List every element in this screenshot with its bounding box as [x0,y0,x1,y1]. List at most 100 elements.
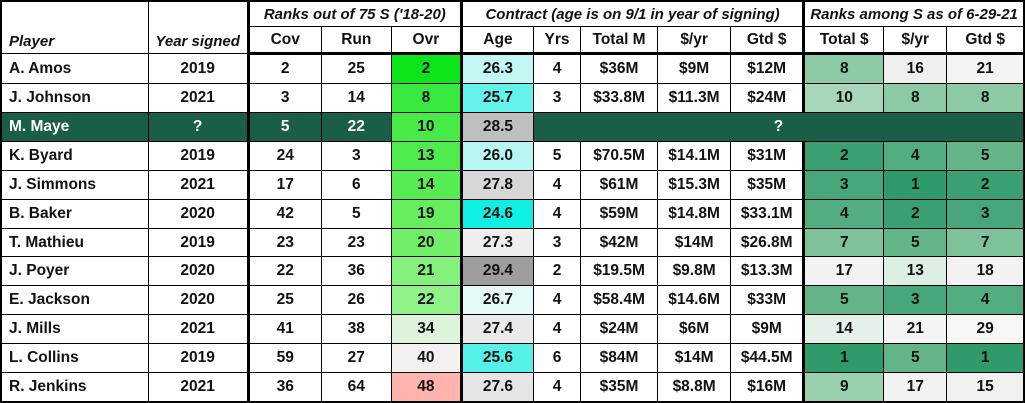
cell-run-rank: 5 [320,198,392,229]
cell-per-yr: $14.1M [657,141,732,171]
cell-rank-gtd: 2 [946,169,1025,200]
cell-total-m: $24M [580,314,659,344]
cell-age: 27.8 [459,169,534,200]
cell-yrs: 6 [532,342,582,373]
cell-cov-rank: 41 [246,314,322,344]
cell-cov-rank: 2 [246,52,322,85]
cell-player: A. Amos [0,52,149,85]
cell-year-signed: 2019 [147,342,249,373]
cell-run-rank: 3 [320,141,392,171]
cell-gtd: $35M [730,169,805,200]
header-player: Player [0,0,149,54]
cell-gtd: $9M [730,314,805,344]
table-row: B. Baker 2020 42 5 19 24.6 4 $59M $14.8M $33.1M 4 2… [0,198,1025,229]
header-run: Run [320,26,392,55]
cell-per-yr: $9M [657,52,732,85]
cell-run-rank: 6 [320,169,392,200]
cell-per-yr: $14M [657,227,732,258]
cell-per-yr: $14.8M [657,198,732,229]
cell-yrs: 4 [532,169,582,200]
cell-cov-rank: 5 [246,112,322,143]
cell-gtd: $44.5M [730,342,805,373]
cell-rank-total: 4 [802,198,885,229]
table-row: A. Amos 2019 2 25 2 26.3 4 $36M $9M $12M 8 16 21 [0,52,1025,85]
cell-cov-rank: 25 [246,285,322,316]
table-row: L. Collins 2019 59 27 40 25.6 6 $84M $14M $44.5M 1… [0,342,1025,373]
cell-rank-total: 2 [802,141,885,171]
cell-rank-gtd: 4 [946,285,1025,316]
cell-rank-gtd: 18 [946,256,1025,287]
header-total-m: Total M [580,26,659,55]
cell-ovr-rank: 19 [390,198,462,229]
cell-yrs: 5 [532,141,582,171]
cell-rank-total: 7 [802,227,885,258]
cell-total-m: $59M [580,198,659,229]
cell-age: 29.4 [459,256,534,287]
cell-per-yr: $15.3M [657,169,732,200]
cell-per-yr: $14.6M [657,285,732,316]
cell-age: 25.7 [459,83,534,114]
cell-rank-total: 8 [802,52,885,85]
cell-player: J. Johnson [0,83,149,114]
cell-per-yr: $11.3M [657,83,732,114]
cell-total-m: $70.5M [580,141,659,171]
cell-run-rank: 36 [320,256,392,287]
cell-year-signed: 2019 [147,141,249,171]
header-rank-gtd: Gtd $ [946,26,1025,55]
cell-cov-rank: 24 [246,141,322,171]
cell-rank-per-yr: 17 [883,371,948,403]
cell-gtd: $12M [730,52,805,85]
cell-ovr-rank: 10 [390,112,462,143]
cell-run-rank: 26 [320,285,392,316]
header-ovr: Ovr [390,26,462,55]
cell-player: E. Jackson [0,285,149,316]
cell-gtd: $16M [730,371,805,403]
table-row: K. Byard 2019 24 3 13 26.0 5 $70.5M $14.1M $31M 2 4… [0,141,1025,171]
cell-age: 27.6 [459,371,534,403]
cell-run-rank: 64 [320,371,392,403]
cell-ovr-rank: 40 [390,342,462,373]
cell-player: J. Simmons [0,169,149,200]
group-header-contract: Contract (age is on 9/1 in year of signi… [459,0,805,27]
cell-total-m: $58.4M [580,285,659,316]
cell-cov-rank: 17 [246,169,322,200]
cell-age: 26.3 [459,52,534,85]
table-body: A. Amos 2019 2 25 2 26.3 4 $36M $9M $12M 8 16 21 J. J… [0,52,1025,403]
cell-rank-per-yr: 21 [883,314,948,344]
table-row: J. Simmons 2021 17 6 14 27.8 4 $61M $15.3M $35M 3 1… [0,169,1025,200]
group-header-ranks-18-20: Ranks out of 75 S ('18-20) [246,0,462,27]
cell-cov-rank: 59 [246,342,322,373]
cell-gtd: $26.8M [730,227,805,258]
cell-player: M. Maye [0,112,149,143]
cell-ovr-rank: 22 [390,285,462,316]
cell-rank-per-yr: 3 [883,285,948,316]
header-cov: Cov [246,26,322,55]
cell-age: 25.6 [459,342,534,373]
header-yrs: Yrs [532,26,582,55]
cell-rank-total: 1 [802,342,885,373]
cell-year-signed: 2020 [147,198,249,229]
cell-gtd: $33.1M [730,198,805,229]
cell-rank-total: 10 [802,83,885,114]
cell-ovr-rank: 20 [390,227,462,258]
cell-per-yr: $9.8M [657,256,732,287]
cell-run-rank: 27 [320,342,392,373]
cell-player: T. Mathieu [0,227,149,258]
cell-rank-gtd: 7 [946,227,1025,258]
cell-gtd: $33M [730,285,805,316]
cell-year-signed: ? [147,112,249,143]
cell-player: L. Collins [0,342,149,373]
cell-yrs: 4 [532,314,582,344]
table-row: J. Mills 2021 41 38 34 27.4 4 $24M $6M $9M 14 21 29 [0,314,1025,344]
cell-yrs: 4 [532,52,582,85]
cell-gtd: $31M [730,141,805,171]
header-gtd: Gtd $ [730,26,805,55]
cell-total-m: $35M [580,371,659,403]
cell-rank-per-yr: 2 [883,198,948,229]
cell-yrs: 4 [532,198,582,229]
cell-rank-per-yr: 8 [883,83,948,114]
header-age: Age [459,26,534,55]
cell-rank-gtd: 29 [946,314,1025,344]
cell-ovr-rank: 34 [390,314,462,344]
cell-yrs: 3 [532,83,582,114]
